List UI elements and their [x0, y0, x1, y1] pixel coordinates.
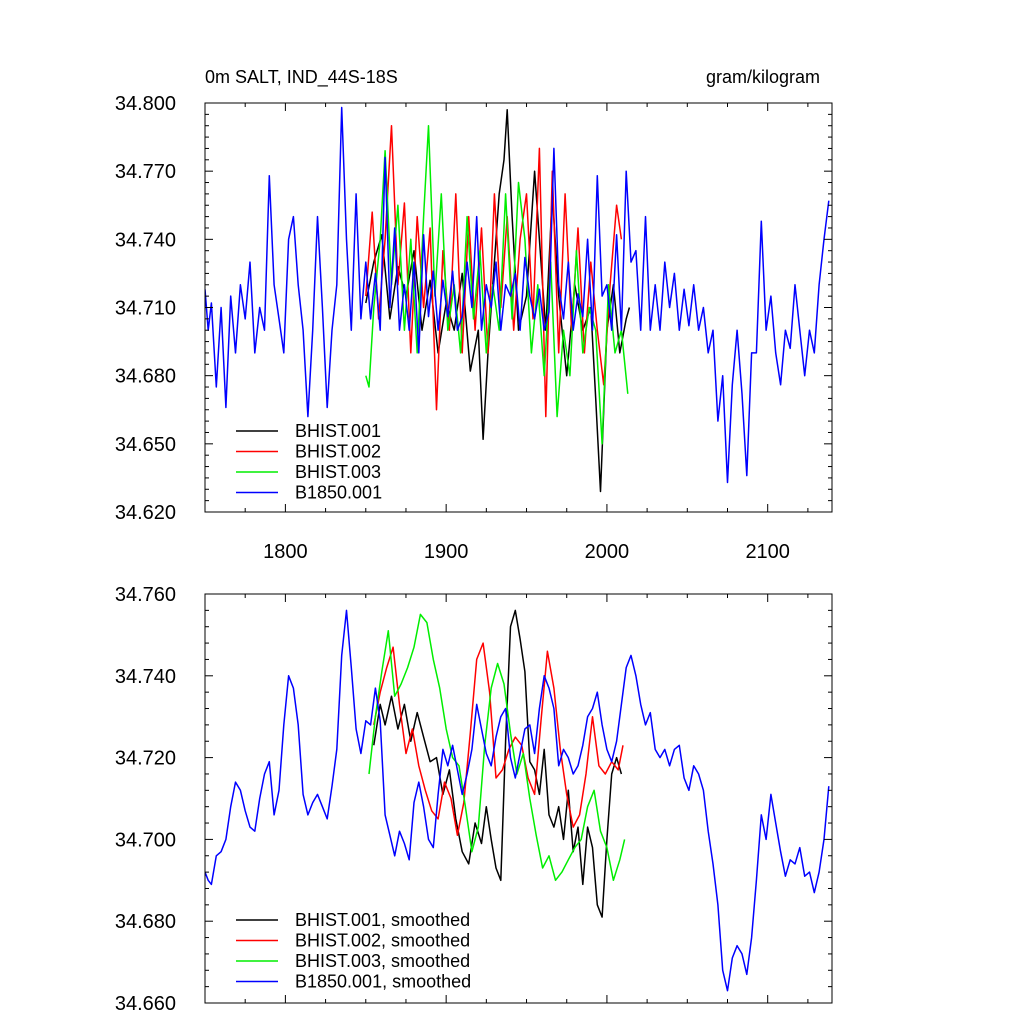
- bottom-plot-frame: [204, 593, 833, 1004]
- bottom-y-tick-label: 34.680: [115, 911, 176, 933]
- top-legend-label: B1850.001: [295, 483, 382, 503]
- bottom-y-tick-label: 34.760: [115, 584, 176, 606]
- bottom-legend-label: B1850.001, smoothed: [295, 972, 471, 992]
- top-legend-label: BHIST.003: [295, 462, 381, 482]
- bottom-panel: 34.660 34.680 34.700 34.720 34.740 34.760 BHIS…: [115, 584, 833, 1015]
- top-y-tick-label: 34.770: [115, 161, 176, 183]
- bottom-legend-label: BHIST.003, smoothed: [295, 951, 470, 971]
- bottom-y-tick-label: 34.740: [115, 666, 176, 688]
- top-x-tick-label: 1800: [263, 541, 308, 563]
- top-y-tick-label: 34.710: [115, 298, 176, 320]
- top-y-tick-label: 34.650: [115, 434, 176, 456]
- top-legend-label: BHIST.002: [295, 442, 381, 462]
- bottom-legend-label: BHIST.001, smoothed: [295, 910, 470, 930]
- top-x-tick-label: 2100: [745, 541, 790, 563]
- top-y-tick-label: 34.740: [115, 229, 176, 251]
- top-series-line-2: [365, 124, 623, 418]
- bottom-y-tick-label: 34.700: [115, 829, 176, 851]
- bottom-legend-label: BHIST.002, smoothed: [295, 931, 470, 951]
- top-panel: 0m SALT, IND_44S-18S gram/kilogram 34.62…: [115, 67, 833, 563]
- top-x-tick-label: 2000: [585, 541, 630, 563]
- top-panel-title: 0m SALT, IND_44S-18S: [205, 67, 398, 88]
- top-legend-label: BHIST.001: [295, 421, 381, 441]
- top-y-tick-label: 34.680: [115, 366, 176, 388]
- top-panel-units: gram/kilogram: [706, 67, 820, 87]
- bottom-series-line-2: [373, 642, 624, 837]
- bottom-y-tick-label: 34.720: [115, 748, 176, 770]
- top-series-line-1: [365, 109, 631, 493]
- top-x-tick-label: 1900: [424, 541, 469, 563]
- top-y-tick-label: 34.800: [115, 93, 176, 115]
- bottom-series-line-1: [373, 609, 623, 918]
- top-series-line-3: [365, 124, 629, 445]
- bottom-series-line-3: [368, 613, 626, 882]
- bottom-y-tick-label: 34.660: [115, 993, 176, 1015]
- top-y-tick-label: 34.620: [115, 502, 176, 524]
- top-series-line-4: [205, 106, 830, 484]
- bottom-series-line-4: [205, 609, 830, 992]
